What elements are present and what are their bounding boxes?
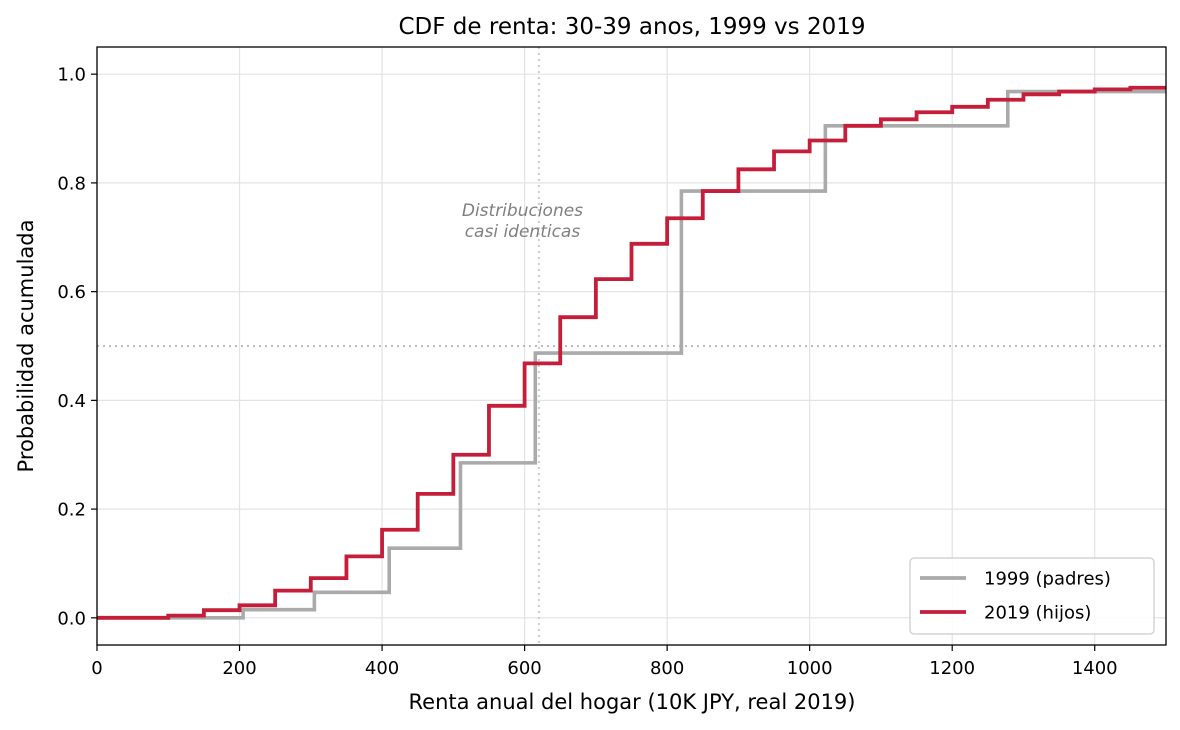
plot-frame — [96, 46, 1167, 646]
x-tick-label: 1400 — [1072, 658, 1118, 679]
x-axis-label: Renta anual del hogar (10K JPY, real 201… — [409, 690, 856, 714]
legend: 1999 (padres) 2019 (hijos) — [909, 557, 1155, 635]
annotation-text: casi identicas — [465, 222, 581, 242]
x-tick-label: 0 — [91, 658, 102, 679]
x-axis: 0 200 400 600 800 1000 1200 1400 — [91, 645, 1118, 679]
y-axis: 0.0 0.2 0.4 0.6 0.8 1.0 — [57, 65, 97, 629]
grid — [96, 47, 1166, 645]
y-tick-label: 1.0 — [57, 65, 86, 86]
series-line-2019 — [97, 85, 1166, 620]
y-tick-label: 0.6 — [57, 282, 86, 303]
reference-lines — [97, 47, 1166, 645]
x-tick-label: 200 — [222, 658, 256, 679]
y-axis-label: Probabilidad acumulada — [14, 220, 38, 473]
x-tick-label: 1200 — [929, 658, 975, 679]
chart-title: CDF de renta: 30-39 anos, 1999 vs 2019 — [399, 14, 866, 40]
y-tick-label: 0.0 — [57, 608, 86, 629]
x-tick-label: 1000 — [787, 658, 833, 679]
legend-box — [909, 557, 1155, 635]
x-tick-label: 800 — [650, 658, 684, 679]
x-tick-label: 600 — [507, 658, 541, 679]
y-tick-label: 0.2 — [57, 500, 86, 521]
x-tick-label: 400 — [365, 658, 399, 679]
legend-label: 1999 (padres) — [984, 569, 1111, 590]
y-tick-label: 0.4 — [57, 391, 86, 412]
series-group — [97, 85, 1166, 620]
legend-label: 2019 (hijos) — [984, 603, 1091, 624]
y-tick-label: 0.8 — [57, 173, 86, 194]
annotation-text: Distribuciones — [462, 201, 583, 221]
